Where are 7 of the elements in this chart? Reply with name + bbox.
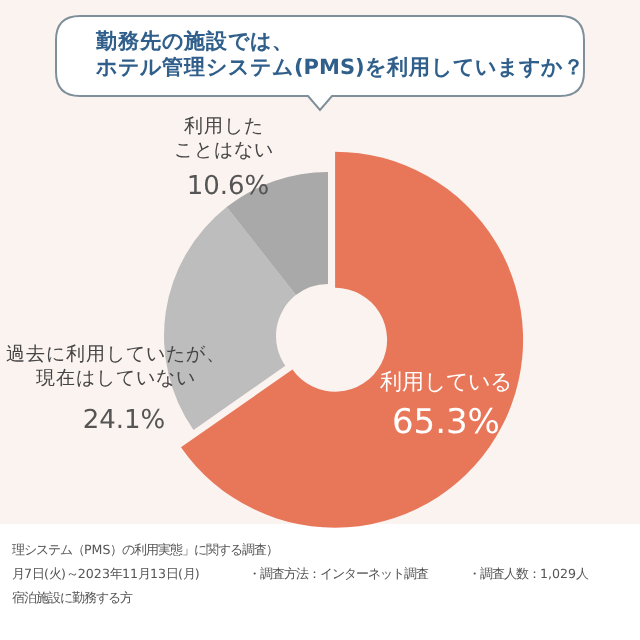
slice-label: 過去に利用していたが、現在はしていない: [6, 342, 226, 390]
data-label: 65.3%: [391, 403, 500, 444]
data-label: 10.6%: [186, 172, 270, 202]
slice-label: 利用している: [379, 369, 512, 396]
title: 勤務先の施設では、ホテル管理システム(PMS)を利用していますか？: [96, 30, 585, 81]
data-label: 24.1%: [82, 406, 166, 436]
slice-label: 利用したことはない: [174, 114, 274, 162]
